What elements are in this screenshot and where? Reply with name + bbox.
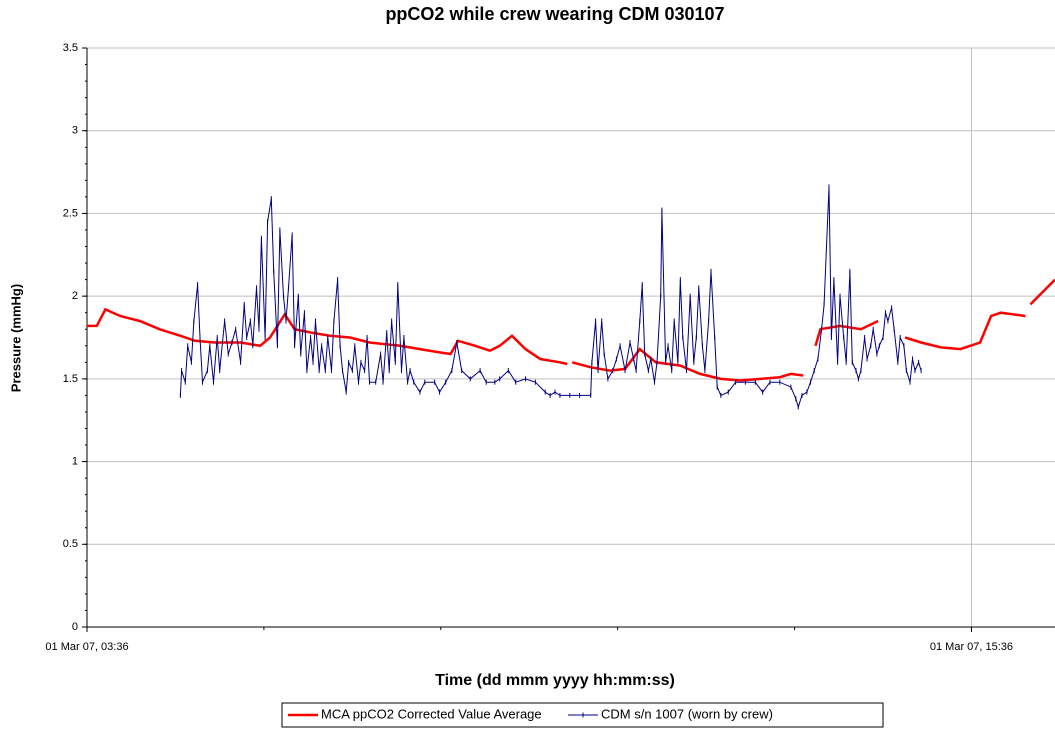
x-tick-label: 01 Mar 07, 15:36 <box>930 641 1013 653</box>
y-tick-label: 0 <box>72 621 78 633</box>
chart-title: ppCO2 while crew wearing CDM 030107 <box>385 4 724 24</box>
y-tick-label: 3.5 <box>63 42 78 54</box>
series-line <box>87 278 1055 382</box>
x-axis-title: Time (dd mmm yyyy hh:mm:ss) <box>435 672 675 689</box>
y-axis-title: Pressure (mmHg) <box>8 284 23 392</box>
y-tick-label: 2.5 <box>63 207 78 219</box>
y-tick-label: 1.5 <box>63 373 78 385</box>
y-tick-label: 0.5 <box>63 538 78 550</box>
legend-label: CDM s/n 1007 (worn by crew) <box>601 706 773 721</box>
x-tick-label: 01 Mar 07, 03:36 <box>45 641 128 653</box>
y-tick-label: 1 <box>72 455 78 467</box>
legend-label: MCA ppCO2 Corrected Value Average <box>321 706 542 721</box>
y-tick-label: 3 <box>72 125 78 137</box>
legend-box <box>281 702 884 728</box>
series-line <box>179 186 922 409</box>
y-tick-label: 2 <box>72 290 78 302</box>
